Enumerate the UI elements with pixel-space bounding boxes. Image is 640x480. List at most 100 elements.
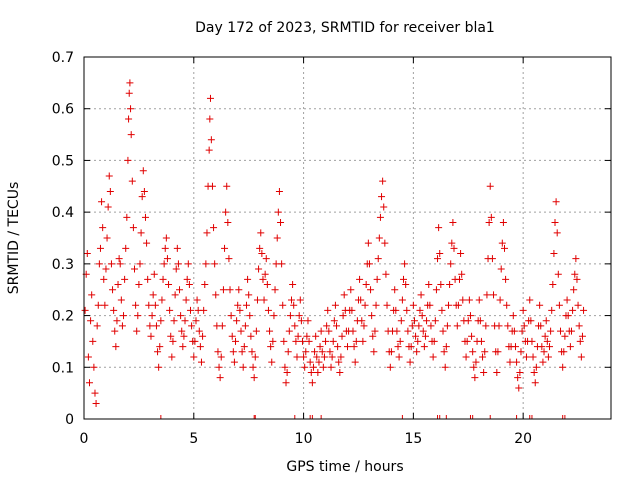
data-point bbox=[442, 343, 450, 351]
data-point bbox=[292, 337, 300, 345]
data-point bbox=[294, 332, 302, 340]
data-point bbox=[546, 343, 554, 351]
data-point bbox=[421, 332, 429, 340]
data-point bbox=[172, 265, 180, 273]
data-point bbox=[262, 255, 270, 263]
data-point bbox=[404, 327, 412, 335]
data-point bbox=[149, 291, 157, 299]
data-point bbox=[116, 260, 124, 268]
data-point bbox=[206, 115, 214, 123]
data-point bbox=[364, 239, 372, 247]
data-point bbox=[94, 301, 102, 309]
data-point bbox=[532, 363, 540, 371]
data-point bbox=[468, 332, 476, 340]
data-point bbox=[386, 363, 394, 371]
data-point bbox=[147, 332, 155, 340]
data-point bbox=[167, 332, 175, 340]
data-point bbox=[275, 187, 283, 195]
data-point bbox=[157, 317, 165, 325]
data-point bbox=[495, 322, 503, 330]
data-point bbox=[131, 265, 139, 273]
data-point bbox=[516, 368, 524, 376]
data-point bbox=[136, 260, 144, 268]
data-point bbox=[115, 255, 123, 263]
data-point bbox=[121, 275, 129, 283]
data-point bbox=[85, 379, 93, 387]
data-point bbox=[179, 343, 187, 351]
data-point bbox=[573, 275, 581, 283]
data-point bbox=[487, 213, 495, 221]
data-point bbox=[124, 156, 132, 164]
data-point bbox=[381, 239, 389, 247]
data-point bbox=[284, 348, 292, 356]
data-point bbox=[285, 327, 293, 335]
data-point bbox=[552, 198, 560, 206]
data-point bbox=[197, 358, 205, 366]
data-point bbox=[112, 343, 120, 351]
data-point bbox=[522, 353, 530, 361]
data-point bbox=[392, 306, 400, 314]
data-point bbox=[169, 337, 177, 345]
data-point bbox=[241, 322, 249, 330]
data-point bbox=[519, 306, 527, 314]
data-point bbox=[503, 301, 511, 309]
data-point bbox=[570, 286, 578, 294]
data-point bbox=[409, 301, 417, 309]
data-point bbox=[564, 312, 572, 320]
data-point bbox=[207, 136, 215, 144]
data-point bbox=[352, 337, 360, 345]
data-point bbox=[273, 234, 281, 242]
data-point bbox=[455, 275, 463, 283]
data-point bbox=[559, 363, 567, 371]
x-tick-label: 20 bbox=[514, 431, 532, 447]
data-point bbox=[504, 322, 512, 330]
y-tick-label: 0.4 bbox=[52, 205, 74, 221]
data-point bbox=[498, 239, 506, 247]
data-point bbox=[419, 327, 427, 335]
data-point bbox=[396, 337, 404, 345]
data-point bbox=[350, 343, 358, 351]
data-point bbox=[318, 348, 326, 356]
data-point bbox=[211, 260, 219, 268]
data-point bbox=[398, 296, 406, 304]
data-point bbox=[279, 301, 287, 309]
data-point bbox=[371, 327, 379, 335]
data-point bbox=[245, 291, 253, 299]
data-point bbox=[274, 208, 282, 216]
data-point bbox=[555, 301, 563, 309]
data-point bbox=[155, 363, 163, 371]
data-point bbox=[471, 374, 479, 382]
data-point bbox=[423, 317, 431, 325]
data-point bbox=[520, 322, 528, 330]
data-point bbox=[335, 358, 343, 366]
data-point bbox=[480, 368, 488, 376]
data-point bbox=[358, 317, 366, 325]
data-point bbox=[413, 348, 421, 356]
data-point bbox=[531, 379, 539, 387]
y-tick-label: 0.7 bbox=[52, 50, 74, 66]
data-point bbox=[289, 281, 297, 289]
data-point bbox=[537, 322, 545, 330]
data-point bbox=[202, 260, 210, 268]
data-point bbox=[192, 317, 200, 325]
data-point bbox=[260, 296, 268, 304]
data-point bbox=[222, 208, 230, 216]
x-tick-label: 0 bbox=[80, 431, 89, 447]
data-point bbox=[470, 363, 478, 371]
data-point bbox=[528, 337, 536, 345]
data-point bbox=[475, 296, 483, 304]
data-point bbox=[323, 322, 331, 330]
x-axis-label: GPS time / hours bbox=[286, 459, 403, 475]
data-point bbox=[320, 353, 328, 361]
data-point bbox=[156, 343, 164, 351]
data-point bbox=[152, 322, 160, 330]
data-point bbox=[490, 291, 498, 299]
data-point bbox=[270, 312, 278, 320]
data-point bbox=[322, 337, 330, 345]
data-point bbox=[182, 296, 190, 304]
data-point bbox=[560, 348, 568, 356]
data-point bbox=[511, 343, 519, 351]
data-point bbox=[120, 312, 128, 320]
y-tick-label: 0.5 bbox=[52, 153, 74, 169]
data-point bbox=[401, 260, 409, 268]
